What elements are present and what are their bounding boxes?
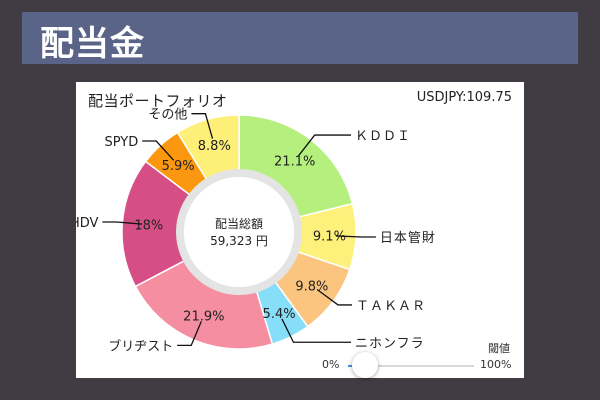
value-label-1: 9.1% <box>313 230 346 245</box>
slice-name-0: ＫＤＤＩ <box>355 129 411 144</box>
leader-line-4 <box>177 321 202 346</box>
card-title: 配当ポートフォリオ <box>88 92 228 110</box>
leader-line-3 <box>281 318 351 343</box>
inner-ring <box>176 169 302 295</box>
slice-name-4: ブリヂスト <box>108 338 173 354</box>
center-disc <box>184 177 294 287</box>
value-label-5: 18% <box>134 219 163 234</box>
slice-name-7: その他 <box>148 108 187 123</box>
page-title: 配当金 <box>40 24 145 64</box>
slider-max-label: 100% <box>480 358 512 371</box>
value-label-3: 5.4% <box>263 307 296 322</box>
value-label-7: 8.8% <box>198 139 231 154</box>
slice-name-2: ＴＡＫＡＲ <box>356 299 426 314</box>
threshold-label: 閾値 <box>488 342 510 355</box>
center-label: 配当総額 <box>215 217 263 231</box>
exchange-rate: USDJPY:109.75 <box>416 90 512 105</box>
threshold-slider-track[interactable] <box>348 365 474 367</box>
portfolio-card: 配当総額 59,323 円 21.1% 9.1% 9.8% 5.4% 21.9% 18% 5.9… <box>76 82 524 378</box>
leader-line-0 <box>298 134 351 156</box>
value-label-2: 9.8% <box>295 280 328 295</box>
header-bar: 配当金 <box>22 12 578 64</box>
leader-line-7 <box>191 113 214 139</box>
slice-name-5: HDV <box>76 216 99 231</box>
leader-line-1 <box>335 235 376 238</box>
slice-name-1: 日本管財 <box>380 231 436 246</box>
leader-line-6 <box>142 140 175 161</box>
leader-line-2 <box>316 288 353 306</box>
value-label-0: 21.1% <box>274 155 315 170</box>
value-label-6: 5.9% <box>162 159 195 174</box>
threshold-slider-fill <box>348 365 352 367</box>
leader-line-5 <box>102 221 143 225</box>
value-label-4: 21.9% <box>183 309 224 324</box>
slice-name-3: ニホンフラ <box>355 336 425 351</box>
slider-min-label: 0% <box>322 358 340 371</box>
center-value: 59,323 円 <box>210 234 268 248</box>
donut-chart: 配当総額 59,323 円 21.1% 9.1% 9.8% 5.4% 21.9% 18% 5.9… <box>76 108 436 355</box>
threshold-slider-handle[interactable] <box>352 352 378 378</box>
slice-name-6: SPYD <box>104 135 138 150</box>
